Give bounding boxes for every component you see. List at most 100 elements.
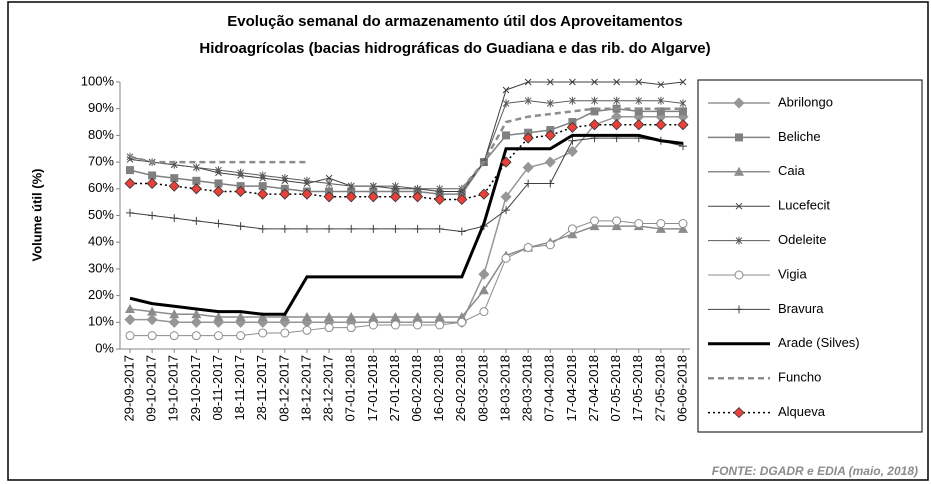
point xyxy=(259,171,267,180)
point xyxy=(147,331,157,341)
point xyxy=(124,314,136,326)
point xyxy=(258,224,267,233)
point xyxy=(191,331,201,341)
point xyxy=(235,185,247,198)
series-line xyxy=(129,107,683,190)
point xyxy=(566,121,578,133)
x-tick-label: 28-03-2018 xyxy=(520,355,535,422)
legend-marker xyxy=(734,270,744,280)
series-line xyxy=(129,133,684,316)
y-tick-label: 70% xyxy=(88,154,114,169)
point xyxy=(148,211,157,220)
point xyxy=(236,331,246,341)
legend-marker xyxy=(734,166,744,176)
point xyxy=(213,331,223,341)
point xyxy=(148,171,157,180)
point xyxy=(522,132,534,144)
point xyxy=(237,168,244,177)
point xyxy=(611,119,623,131)
point xyxy=(544,156,556,168)
point xyxy=(657,96,665,105)
point xyxy=(392,182,399,191)
point xyxy=(413,320,423,330)
point xyxy=(235,311,246,321)
point xyxy=(325,179,333,188)
y-tick-label: 40% xyxy=(88,234,114,249)
x-tick-label: 28-11-2017 xyxy=(254,355,269,421)
point xyxy=(126,208,134,217)
point xyxy=(168,180,180,192)
point xyxy=(258,182,267,191)
point xyxy=(126,166,134,175)
point xyxy=(280,224,289,233)
point xyxy=(434,193,446,206)
point xyxy=(500,191,512,203)
point xyxy=(524,78,532,86)
point xyxy=(546,179,555,188)
legend-marker xyxy=(733,407,745,419)
point xyxy=(190,316,202,328)
x-tick-label: 06-02-2018 xyxy=(409,355,424,422)
point xyxy=(589,221,600,231)
point xyxy=(591,96,598,105)
y-tick-label: 60% xyxy=(88,180,114,195)
point xyxy=(325,224,334,233)
point xyxy=(302,224,311,233)
point xyxy=(190,183,202,195)
x-tick-label: 18-12-2017 xyxy=(298,355,313,422)
point xyxy=(567,229,578,239)
point xyxy=(588,119,601,131)
point xyxy=(502,99,510,108)
point xyxy=(655,223,666,233)
legend-label: Abrilongo xyxy=(778,94,833,109)
point xyxy=(390,311,401,321)
point xyxy=(522,161,534,174)
point xyxy=(655,119,667,131)
series-line xyxy=(129,81,684,192)
point xyxy=(301,311,312,321)
point xyxy=(679,99,687,108)
point xyxy=(281,174,289,183)
point xyxy=(280,328,290,338)
series-line xyxy=(129,225,683,318)
legend-label: Bravura xyxy=(778,301,824,316)
point xyxy=(613,96,620,105)
point xyxy=(345,191,357,203)
chart-title: Evolução semanal do armazenamento útil d… xyxy=(227,13,682,30)
point xyxy=(214,219,223,228)
point xyxy=(347,182,355,191)
point xyxy=(502,86,510,94)
x-tick-label: 17-01-2018 xyxy=(365,355,380,422)
legend-label: Vigia xyxy=(778,266,807,281)
y-axis-label: Volume útil (%) xyxy=(29,169,44,262)
point xyxy=(657,81,665,89)
point xyxy=(500,156,512,168)
point xyxy=(502,206,511,215)
point xyxy=(170,174,179,183)
point xyxy=(170,214,179,223)
point xyxy=(169,309,180,319)
point xyxy=(678,219,688,229)
x-tick-label: 08-12-2017 xyxy=(276,355,291,422)
point xyxy=(678,223,688,233)
point xyxy=(523,243,533,253)
legend-marker xyxy=(735,202,743,210)
point xyxy=(325,174,333,182)
point xyxy=(323,191,335,203)
x-tick-label: 08-11-2017 xyxy=(210,355,225,421)
point xyxy=(591,78,598,86)
x-tick-label: 27-05-2018 xyxy=(652,355,667,422)
point xyxy=(125,331,135,341)
point xyxy=(479,307,489,317)
point xyxy=(147,306,158,316)
point xyxy=(635,78,643,86)
point xyxy=(302,325,312,335)
point xyxy=(611,221,622,231)
series-line xyxy=(130,115,683,324)
x-tick-label: 19-10-2017 xyxy=(166,355,181,422)
point xyxy=(257,311,268,321)
point xyxy=(634,107,643,116)
source: FONTE: DGADR e EDIA (maio, 2018) xyxy=(712,464,918,478)
point xyxy=(258,328,268,338)
point xyxy=(679,107,687,116)
